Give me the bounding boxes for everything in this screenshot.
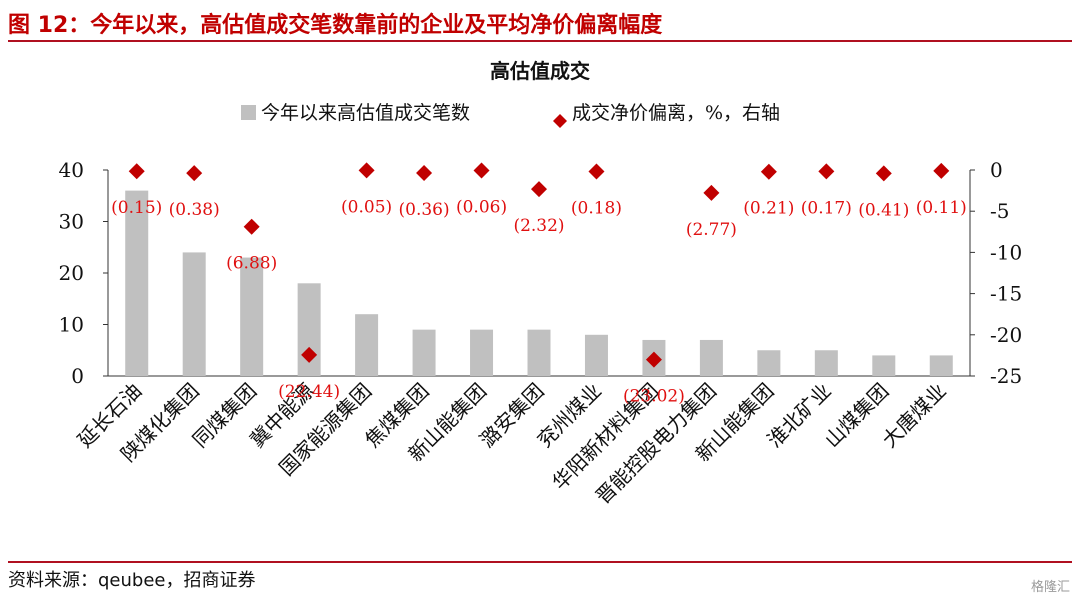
deviation-data-label: (0.38) <box>169 200 220 220</box>
right-tick-label: -10 <box>990 240 1022 264</box>
deviation-data-label: (0.11) <box>916 198 967 218</box>
deviation-data-label: (2.77) <box>686 220 737 240</box>
deviation-data-label: (0.21) <box>743 199 794 219</box>
right-tick-label: -20 <box>990 323 1022 347</box>
deviation-data-label: (0.41) <box>858 200 909 220</box>
figure-title: 图 12：今年以来，高估值成交笔数靠前的企业及平均净价偏离幅度 <box>8 13 663 38</box>
deviation-data-label: (2.32) <box>513 216 564 236</box>
bar <box>699 339 723 376</box>
deviation-marker <box>760 163 777 180</box>
bar <box>182 252 206 376</box>
deviation-marker <box>818 163 835 180</box>
bar <box>125 190 149 376</box>
left-tick-label: 30 <box>59 210 84 234</box>
bar <box>929 355 953 376</box>
deviation-marker <box>531 181 547 198</box>
bar <box>240 257 264 376</box>
chart-title: 高估值成交 <box>490 59 590 83</box>
deviation-marker <box>645 351 662 368</box>
left-tick-label: 0 <box>71 364 84 388</box>
deviation-data-label: (0.36) <box>399 200 450 220</box>
deviation-marker <box>186 165 203 182</box>
bar <box>757 350 781 376</box>
bar <box>412 329 436 376</box>
right-tick-label: 0 <box>990 158 1003 182</box>
header-rule <box>8 40 1072 42</box>
deviation-data-label: (0.17) <box>801 198 852 218</box>
deviation-marker <box>358 162 375 179</box>
deviation-data-label: (0.06) <box>456 197 507 217</box>
deviation-marker <box>933 162 950 179</box>
bar <box>814 350 838 376</box>
right-tick-label: -15 <box>990 282 1022 306</box>
deviation-marker <box>243 218 260 235</box>
deviation-marker <box>703 184 720 201</box>
deviation-marker <box>588 163 605 180</box>
bar <box>872 355 896 376</box>
deviation-marker <box>875 165 892 182</box>
bar <box>470 329 494 376</box>
left-tick-label: 40 <box>59 158 84 182</box>
bar <box>527 329 551 376</box>
figure-header: 图 12：今年以来，高估值成交笔数靠前的企业及平均净价偏离幅度 <box>8 4 1072 40</box>
deviation-data-label: (23.02) <box>623 387 685 407</box>
deviation-data-label: (0.18) <box>571 198 622 218</box>
source-note: 资料来源：qeubee，招商证券 <box>8 570 256 591</box>
watermark: 格隆汇 <box>1030 580 1070 595</box>
deviation-marker <box>128 163 145 180</box>
footer-rule <box>8 561 1072 563</box>
right-tick-label: -5 <box>990 199 1009 223</box>
legend-bar-label: 今年以来高估值成交笔数 <box>261 102 470 124</box>
legend-marker-label: 成交净价偏离，%，右轴 <box>572 102 780 124</box>
deviation-marker <box>301 346 318 363</box>
legend-bar-swatch <box>241 105 256 120</box>
deviation-data-label: (0.15) <box>111 198 162 218</box>
left-tick-label: 10 <box>59 313 84 337</box>
category-label: 大唐煤业 <box>877 379 951 453</box>
deviation-data-label: (22.44) <box>278 382 340 402</box>
deviation-marker <box>473 162 490 179</box>
legend-marker-swatch <box>553 114 567 128</box>
deviation-marker <box>416 164 433 181</box>
deviation-data-label: (6.88) <box>226 254 277 274</box>
bar <box>584 334 608 376</box>
right-tick-label: -25 <box>990 364 1022 388</box>
deviation-data-label: (0.05) <box>341 197 392 217</box>
left-tick-label: 20 <box>59 261 84 285</box>
bar <box>355 314 379 376</box>
